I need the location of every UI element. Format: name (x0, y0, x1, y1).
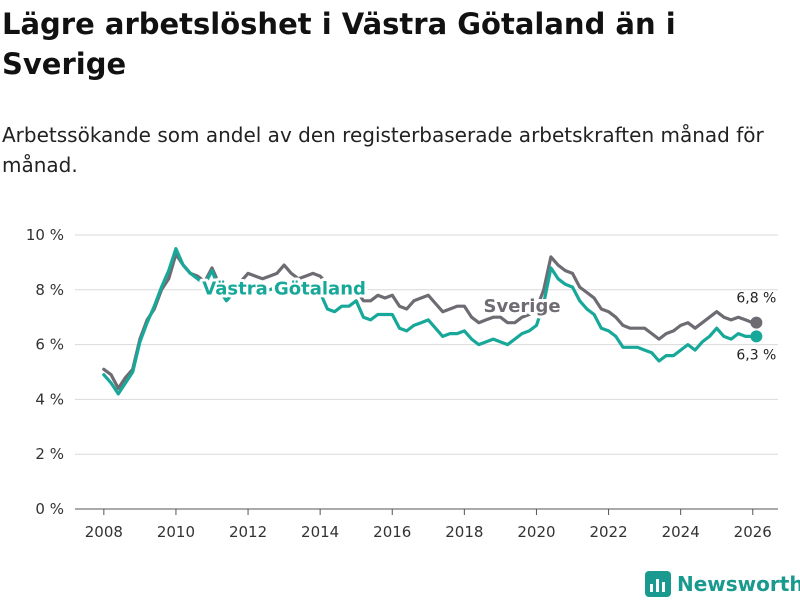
x-tick-label: 2024 (662, 523, 700, 541)
x-tick-label: 2012 (229, 523, 267, 541)
x-tick-label: 2020 (517, 523, 555, 541)
series-lines (102, 247, 763, 396)
sverige-series-label: Sverige (484, 296, 561, 317)
chart-title: Lägre arbetslöshet i Västra Götaland än … (2, 7, 676, 81)
vastra-gotaland-line (102, 247, 758, 396)
x-tick-label: 2026 (734, 523, 772, 541)
x-tick-label: 2018 (445, 523, 483, 541)
x-tick-label: 2010 (157, 523, 195, 541)
newsworthy-logo: Newsworthy (645, 568, 800, 600)
axes: 0 % 2 % 4 % 6 % 8 % 10 % 2008 2010 2012 2014 2016 2… (26, 226, 778, 541)
sverige-end-point (750, 316, 763, 329)
sverige-end-value: 6,8 % (736, 291, 776, 307)
y-tick-label: 8 % (35, 281, 64, 299)
y-tick-label: 0 % (35, 500, 64, 518)
vastra-gotaland-series-label: Västra Götaland (202, 278, 366, 299)
x-tick-label: 2016 (373, 523, 411, 541)
gridlines (75, 234, 778, 455)
x-tick-label: 2014 (301, 523, 339, 541)
chart-subtitle: Arbetssökande som andel av den registerb… (2, 123, 764, 177)
y-tick-label: 2 % (35, 445, 64, 463)
y-tick-label: 6 % (35, 336, 64, 354)
brand-name: Newsworthy (677, 572, 800, 596)
x-tick-label: 2022 (589, 523, 627, 541)
series-labels: 6,8 % 6,3 % Västra Götaland Sverige (199, 275, 776, 363)
x-tick-label: 2008 (85, 523, 123, 541)
vastra-gotaland-end-value: 6,3 % (736, 347, 776, 363)
vastra-gotaland-end-point (750, 330, 763, 343)
y-tick-label: 10 % (26, 226, 64, 244)
y-tick-label: 4 % (35, 390, 64, 408)
newsworthy-chart-icon (645, 571, 671, 597)
